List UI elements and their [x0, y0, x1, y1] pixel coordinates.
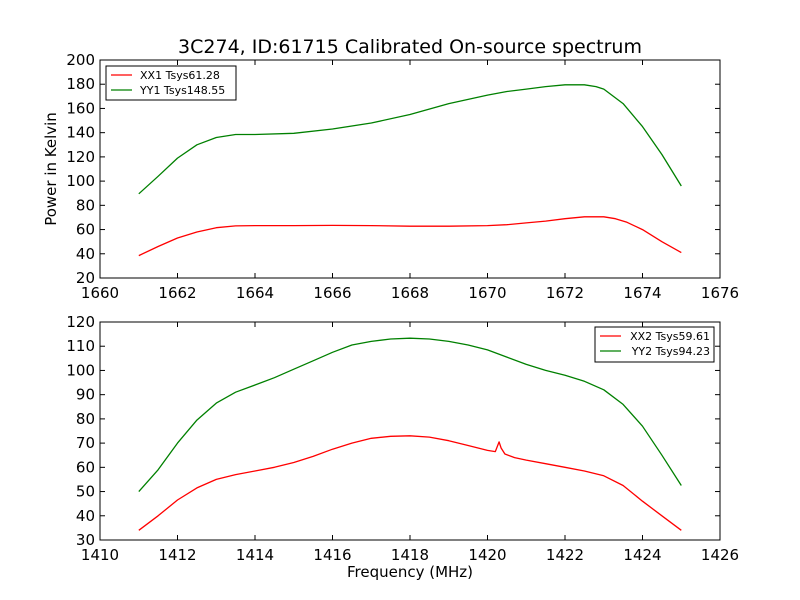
- legend-label: YY1 Tsys148.55: [139, 84, 225, 97]
- x-tick-label: 1412: [158, 546, 196, 564]
- y-tick-label: 160: [66, 99, 95, 117]
- y-tick-label: 90: [76, 386, 95, 404]
- x-tick-label: 1414: [236, 546, 274, 564]
- x-tick-label: 1420: [468, 546, 506, 564]
- series-line-xx: [138, 216, 682, 257]
- chart-title: 3C274, ID:61715 Calibrated On-source spe…: [178, 36, 642, 58]
- legend-label: XX1 Tsys61.28: [140, 69, 220, 82]
- y-tick-label: 40: [76, 507, 95, 525]
- x-tick-label: 1666: [313, 284, 351, 302]
- x-tick-label: 1672: [546, 284, 584, 302]
- y-tick-label: 100: [66, 172, 95, 190]
- x-tick-label: 1426: [701, 546, 739, 564]
- x-tick-label: 1670: [468, 284, 506, 302]
- panel-bottom: 1410 1412 1414 1416 1418 1420 1422 1424 1426 30 40…: [66, 313, 739, 581]
- y-tick-label: 70: [76, 434, 95, 452]
- y-tick-label: 180: [66, 75, 95, 93]
- y-tick-label: 140: [66, 124, 95, 142]
- series-line-yy: [138, 337, 682, 493]
- y-tick-label: 60: [76, 458, 95, 476]
- series-line-yy: [138, 84, 682, 195]
- legend-box: [105, 65, 237, 101]
- y-axis-label: Power in Kelvin: [42, 112, 60, 226]
- x-tick-label: 1424: [623, 546, 661, 564]
- x-tick-label: 1662: [158, 284, 196, 302]
- y-tick-label: 100: [66, 361, 95, 379]
- x-tick-label: 1660: [81, 284, 119, 302]
- y-tick-label: 40: [76, 245, 95, 263]
- x-tick-label: 1664: [236, 284, 274, 302]
- y-tick-label: 120: [66, 313, 95, 331]
- legend: XX2 Tsys59.61 YY2 Tsys94.23: [594, 326, 715, 363]
- y-tick-label: 80: [76, 410, 95, 428]
- y-tick-label: 30: [76, 531, 95, 549]
- x-axis-label: Frequency (MHz): [347, 563, 473, 581]
- legend-label: YY2 Tsys94.23: [631, 345, 710, 358]
- x-tick-label: 1418: [391, 546, 429, 564]
- series-line-xx: [138, 435, 682, 531]
- panel-top: 1660 1662 1664 1666 1668 1670 1672 1674 1676 20 40…: [42, 51, 739, 302]
- y-tick-label: 60: [76, 221, 95, 239]
- y-tick-label: 110: [66, 337, 95, 355]
- y-tick-label: 120: [66, 148, 95, 166]
- x-tick-label: 1410: [81, 546, 119, 564]
- x-tick-label: 1676: [701, 284, 739, 302]
- x-tick-label: 1668: [391, 284, 429, 302]
- x-tick-label: 1674: [623, 284, 661, 302]
- y-tick-label: 50: [76, 483, 95, 501]
- y-tick-label: 200: [66, 51, 95, 69]
- legend-box: [594, 326, 715, 363]
- y-tick-label: 20: [76, 269, 95, 287]
- legend: XX1 Tsys61.28 YY1 Tsys148.55: [105, 65, 237, 101]
- legend-label: XX2 Tsys59.61: [630, 330, 710, 343]
- x-tick-label: 1416: [313, 546, 351, 564]
- y-tick-label: 80: [76, 196, 95, 214]
- x-tick-label: 1422: [546, 546, 584, 564]
